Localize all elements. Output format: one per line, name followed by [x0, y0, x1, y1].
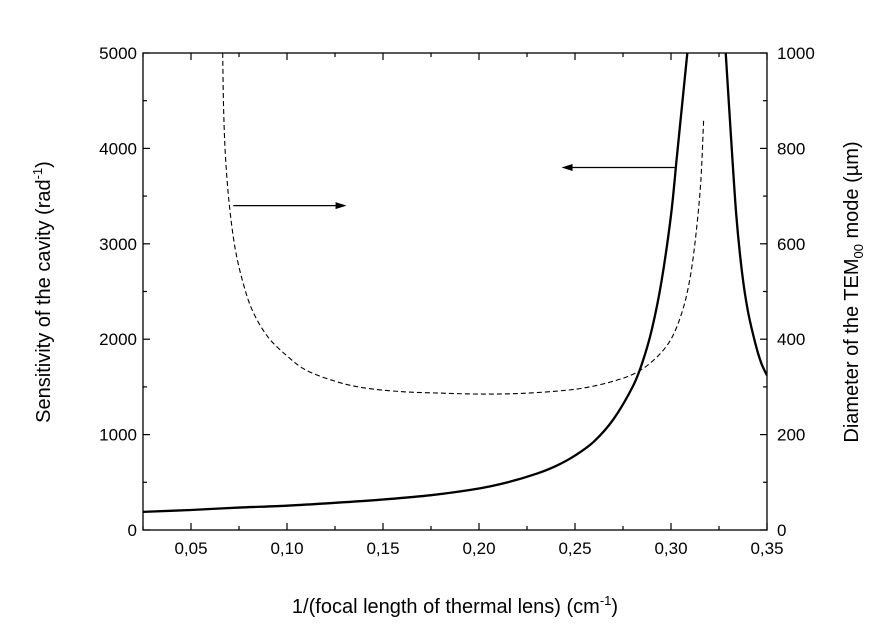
y-left-tick-label: 1000 — [99, 426, 137, 445]
x-tick-label: 0,20 — [462, 539, 495, 558]
y-left-tick-label: 2000 — [99, 330, 137, 349]
y-axis-left-title: Sensitivity of the cavity (rad-1) — [30, 161, 55, 423]
y-right-tick-label: 200 — [777, 426, 805, 445]
sensitivity-curve-right-branch — [724, 53, 767, 376]
y-right-tick-label: 0 — [777, 521, 786, 540]
y-axis-left: 0 1000 2000 3000 4000 5000 — [99, 44, 150, 540]
x-tick-label: 0,25 — [558, 539, 591, 558]
x-axis-title: 1/(focal length of thermal lens) (cm-1) — [292, 593, 618, 618]
x-tick-label: 0,15 — [366, 539, 399, 558]
arrow-head-left — [561, 163, 573, 171]
tem00-diameter-curve — [222, 53, 705, 395]
x-axis: 0,05 0,10 0,15 0,20 0,25 0,30 0,35 — [142, 53, 784, 558]
plot-frame — [142, 52, 768, 531]
x-tick-label: 0,10 — [270, 539, 303, 558]
series-layer — [143, 53, 767, 514]
y-left-tick-label: 3000 — [99, 235, 137, 254]
y-right-tick-label: 400 — [777, 330, 805, 349]
y-right-tick-label: 1000 — [777, 44, 815, 63]
y-axis-right-title: Diameter of the TEM00 mode (µm) — [841, 141, 866, 442]
plot-area — [142, 52, 768, 531]
annotation-layer — [233, 163, 675, 210]
y-left-tick-label: 4000 — [99, 139, 137, 158]
sensitivity-curve-left-branch — [143, 53, 689, 514]
x-tick-label: 0,30 — [654, 539, 687, 558]
arrow-head-right — [335, 202, 347, 210]
y-right-tick-label: 600 — [777, 235, 805, 254]
y-left-tick-label: 5000 — [99, 44, 137, 63]
y-right-tick-label: 800 — [777, 139, 805, 158]
y-left-tick-label: 0 — [128, 521, 137, 540]
x-tick-label: 0,35 — [750, 539, 783, 558]
y-axis-right: 0 200 400 600 800 1000 — [760, 44, 815, 540]
x-tick-label: 0,05 — [174, 539, 207, 558]
